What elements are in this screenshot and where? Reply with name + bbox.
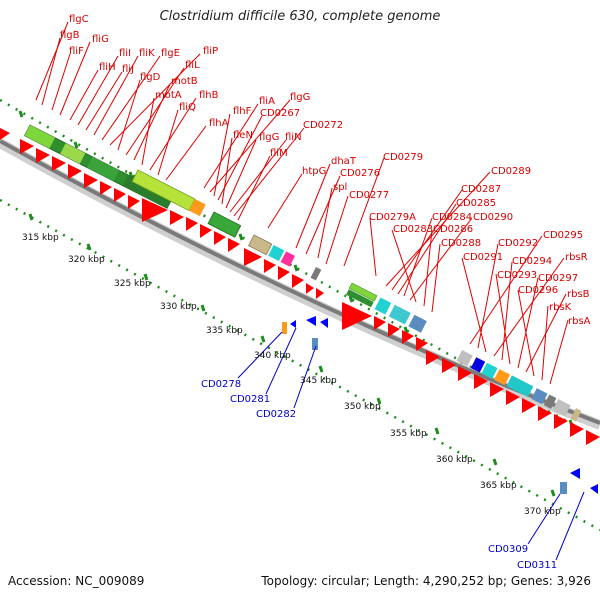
reverse-gene-label: CD0282 (256, 409, 296, 420)
forward-gene-label: spl (333, 182, 347, 193)
scale-label: 355 kbp (390, 429, 427, 439)
forward-gene-label: fliM (270, 148, 288, 159)
forward-gene-label: fliA (259, 96, 275, 107)
forward-gene-label: fliG (92, 34, 109, 45)
forward-gene-label: rbsR (565, 252, 588, 263)
forward-gene-label: CD0267 (260, 108, 300, 119)
scale-label: 345 kbp (300, 376, 337, 386)
forward-gene-label: flhF (233, 106, 252, 117)
forward-gene-label: CD0296 (518, 285, 558, 296)
genome-summary: Topology: circular; Length: 4,290,252 bp… (261, 574, 591, 588)
reverse-gene-label: CD0278 (201, 379, 241, 390)
scale-label: 360 kbp (436, 455, 473, 465)
forward-gene-label: flgE (161, 48, 180, 59)
scale-label: 340 kbp (254, 351, 291, 361)
forward-gene-label: fliJ (122, 64, 134, 75)
forward-gene-label: flgG (290, 92, 310, 103)
forward-callout-lines (35, 21, 569, 385)
forward-gene-label: motA (155, 90, 182, 101)
forward-gene-label: flgG (259, 132, 279, 143)
forward-gene-label: CD0294 (512, 256, 552, 267)
reverse-gene-label: CD0309 (488, 544, 528, 555)
scale-label: 370 kbp (524, 507, 561, 517)
forward-gene-label: CD0272 (303, 120, 343, 131)
scale-label: 335 kbp (206, 326, 243, 336)
scale-label: 350 kbp (344, 402, 381, 412)
forward-gene-label: fleN (233, 130, 253, 141)
forward-gene-label: flgC (69, 14, 89, 25)
forward-gene-label: fliF (69, 46, 84, 57)
forward-gene-label: fliI (119, 48, 131, 59)
forward-gene-label: flhA (209, 118, 229, 129)
forward-gene-label: CD0293 (497, 270, 537, 281)
forward-gene-label: CD0286 (433, 224, 473, 235)
forward-gene-label: flhB (199, 90, 219, 101)
forward-gene-label: rbsK (549, 302, 572, 313)
forward-gene-label: CD0289 (491, 166, 531, 177)
reverse-gene-labels: CD0278 CD0281 CD0282 CD0309 CD0311 (201, 379, 557, 571)
forward-gene-label: flgD (140, 72, 161, 83)
forward-gene-label: CD0283 (393, 224, 433, 235)
forward-gene-label: dhaT (331, 156, 357, 167)
forward-gene-label: CD0292 (498, 238, 538, 249)
forward-gene-arrows (0, 128, 600, 445)
forward-gene-label: CD0284 (432, 212, 472, 223)
forward-gene-label: CD0287 (461, 184, 501, 195)
inner-tick-track (0, 198, 600, 532)
scale-label: 325 kbp (114, 279, 151, 289)
scale-labels: 315 kbp 320 kbp 325 kbp 330 kbp 335 kbp 340 k… (22, 233, 561, 517)
accession-label: Accession: NC_009089 (8, 574, 145, 588)
scale-label: 365 kbp (480, 481, 517, 491)
forward-gene-label: CD0291 (463, 252, 503, 263)
scale-label: 330 kbp (160, 302, 197, 312)
forward-gene-label: CD0285 (456, 198, 496, 209)
scale-label: 315 kbp (22, 233, 59, 243)
forward-gene-label: fliK (139, 48, 155, 59)
forward-gene-label: CD0277 (349, 190, 389, 201)
forward-gene-label: CD0297 (538, 273, 578, 284)
forward-gene-label: rbsB (567, 289, 590, 300)
forward-gene-label: motB (171, 76, 198, 87)
scale-label: 320 kbp (68, 255, 105, 265)
forward-gene-label: CD0276 (340, 168, 380, 179)
tick-tracks (0, 98, 600, 532)
forward-gene-label: CD0290 (473, 212, 513, 223)
forward-gene-label: htpG (302, 166, 326, 177)
forward-gene-label: fliH (99, 62, 116, 73)
genome-title: Clostridium difficile 630, complete geno… (159, 9, 441, 24)
forward-feature-blocks (24, 124, 582, 422)
forward-gene-label: CD0279A (369, 212, 416, 223)
reverse-gene-label: CD0281 (230, 394, 270, 405)
forward-gene-label: fliQ (179, 102, 196, 113)
reverse-callout-lines (237, 327, 585, 561)
forward-gene-label: fliP (203, 46, 218, 57)
forward-gene-label: flgB (60, 30, 80, 41)
reverse-gene-label: CD0311 (517, 560, 557, 571)
reverse-gene-features (282, 316, 598, 494)
forward-gene-label: CD0295 (543, 230, 583, 241)
forward-gene-label: fliL (185, 60, 200, 71)
forward-gene-label: CD0288 (441, 238, 481, 249)
forward-gene-label: rbsA (568, 316, 591, 327)
forward-gene-label: CD0279 (383, 152, 423, 163)
forward-gene-label: fliN (285, 132, 302, 143)
